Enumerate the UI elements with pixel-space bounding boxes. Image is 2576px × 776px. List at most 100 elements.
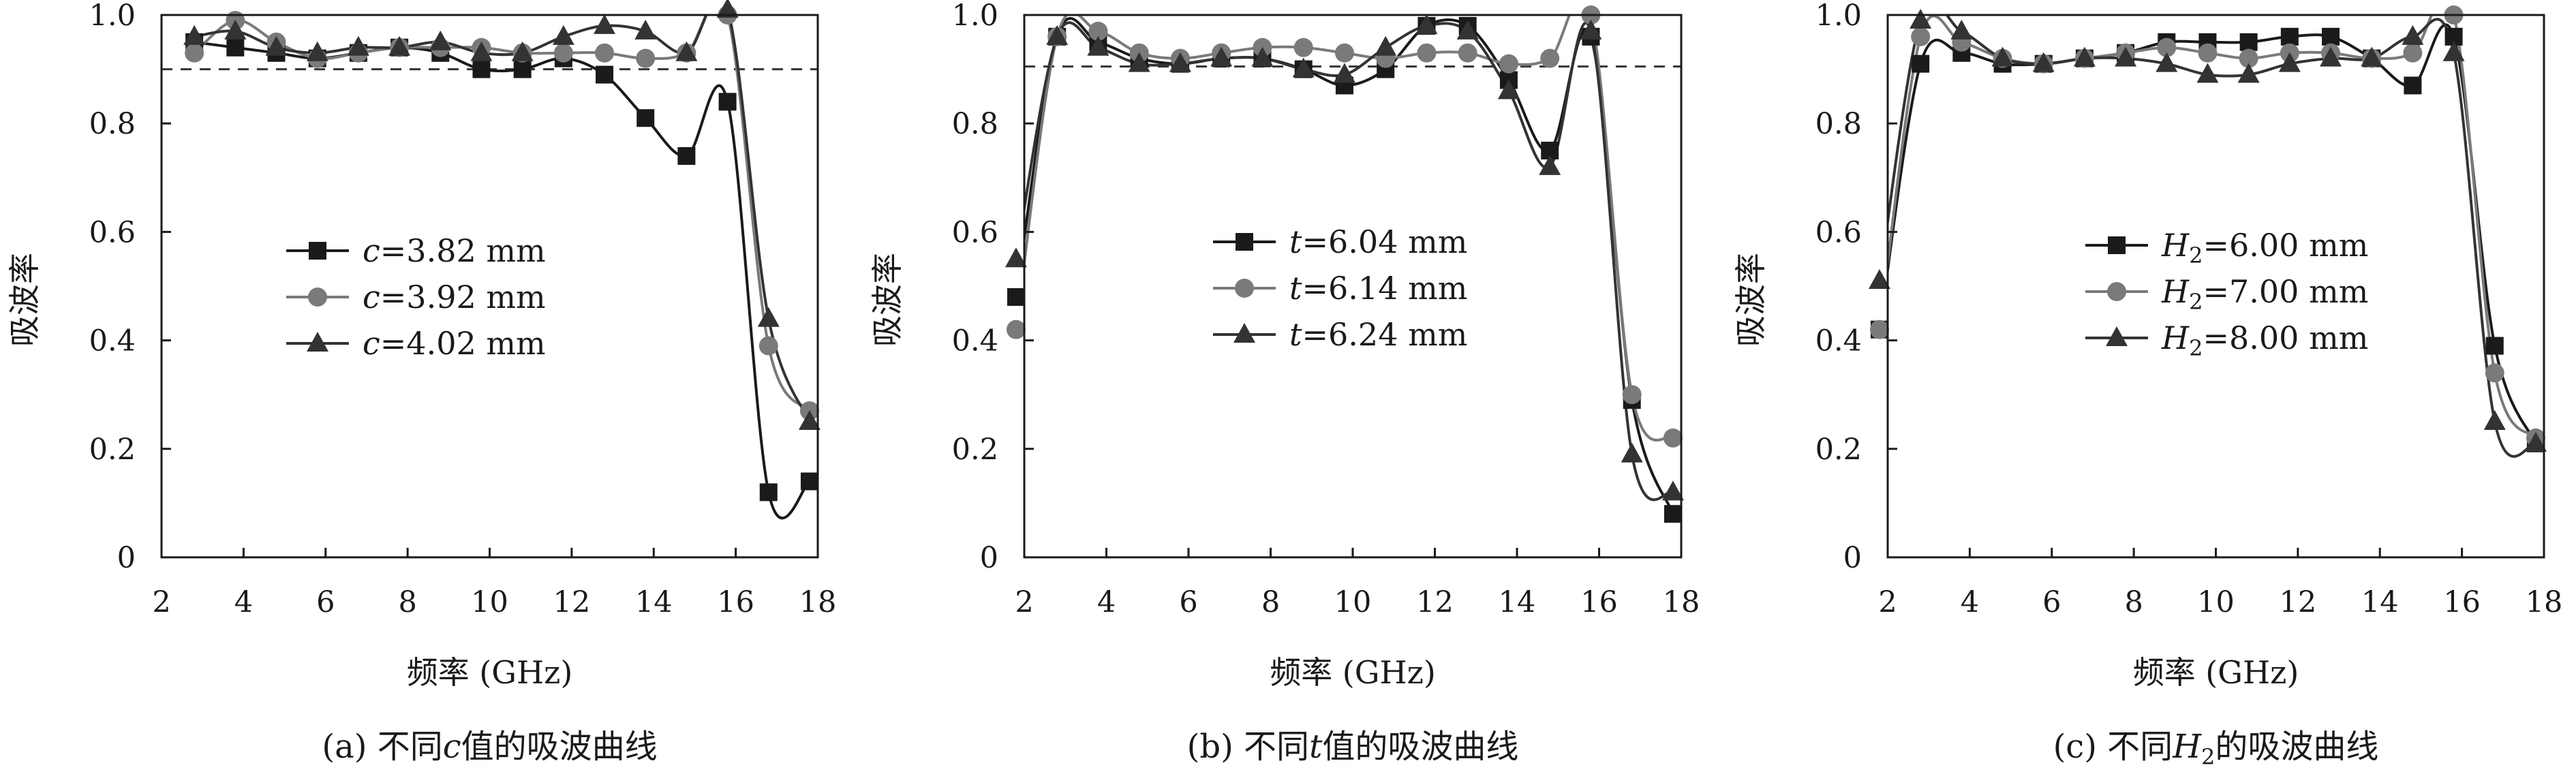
x-tick-label: 18 <box>1663 585 1700 619</box>
data-point-s1-7 <box>2157 37 2177 57</box>
data-point-s2-7 <box>2156 52 2178 72</box>
data-point-s2-10 <box>1415 14 1438 34</box>
x-tick-label: 16 <box>717 585 754 619</box>
x-tick-label: 14 <box>1499 585 1536 619</box>
x-tick-label: 8 <box>398 585 416 619</box>
data-point-s2-13 <box>1539 155 1561 175</box>
x-tick-label: 18 <box>799 585 837 619</box>
data-point-s0-10 <box>596 65 614 84</box>
legend-marker-0 <box>309 242 326 260</box>
data-point-s2-14 <box>757 307 780 327</box>
panel-caption: (c) 不同H2的吸波曲线 <box>2053 728 2379 770</box>
y-tick-label: 0.2 <box>1815 433 1862 467</box>
data-point-s2-8 <box>1333 63 1355 83</box>
caption-prefix: (b) 不同 <box>1187 728 1309 766</box>
data-point-s1-16 <box>1663 428 1683 448</box>
data-point-s1-15 <box>2485 363 2504 383</box>
caption-prefix: (a) 不同 <box>322 728 442 766</box>
data-point-s2-0 <box>1005 247 1027 268</box>
legend-label-0: t=6.04 mm <box>1289 223 1467 260</box>
data-point-s2-5 <box>2073 46 2096 67</box>
data-point-s1-10 <box>595 43 615 63</box>
data-point-s2-16 <box>1661 480 1684 501</box>
data-point-s2-10 <box>2278 52 2301 72</box>
legend-var: H <box>2161 227 2190 264</box>
data-point-s2-0 <box>1868 269 1890 290</box>
data-point-s1-12 <box>1499 54 1518 74</box>
data-point-s2-11 <box>2320 46 2342 67</box>
legend-var: t <box>1289 223 1302 260</box>
legend-var: t <box>1289 270 1302 307</box>
x-tick-label: 12 <box>553 585 591 619</box>
caption-sub: 2 <box>2201 744 2215 770</box>
legend-label-1: H2=7.00 mm <box>2161 273 2368 315</box>
y-tick-label: 0.6 <box>952 215 998 249</box>
y-tick-label: 0.4 <box>952 324 998 358</box>
legend-label-0: H2=6.00 mm <box>2161 227 2368 268</box>
legend-marker-0 <box>1236 233 1253 251</box>
y-tick-label: 0.8 <box>1815 107 1862 141</box>
x-tick-label: 6 <box>316 585 335 619</box>
y-tick-label: 0.2 <box>89 433 136 467</box>
x-tick-label: 6 <box>1179 585 1197 619</box>
legend-label-2: H2=8.00 mm <box>2161 320 2368 361</box>
legend-var: H <box>2161 320 2190 356</box>
x-tick-label: 12 <box>1416 585 1454 619</box>
legend-value: =6.00 mm <box>2203 227 2368 264</box>
legend-marker-0 <box>2108 236 2126 254</box>
data-point-s0-13 <box>2404 76 2422 95</box>
data-point-s2-2 <box>1087 35 1109 56</box>
y-tick-label: 1.0 <box>952 0 998 33</box>
legend-label-1: t=6.14 mm <box>1289 270 1467 307</box>
data-point-s1-15 <box>1622 385 1642 405</box>
data-point-s0-7 <box>472 60 491 78</box>
data-point-s1-0 <box>185 43 204 63</box>
data-point-s2-5 <box>1210 46 1233 67</box>
x-tick-label: 4 <box>1961 585 1979 619</box>
x-tick-label: 8 <box>2124 585 2143 619</box>
data-point-s1-7 <box>1293 37 1313 57</box>
y-tick-label: 0 <box>117 541 136 575</box>
data-point-s0-8 <box>513 60 532 78</box>
data-point-s2-1 <box>1910 8 1932 29</box>
data-point-s1-10 <box>1417 43 1437 63</box>
data-point-s0-15 <box>800 472 818 491</box>
data-point-s2-10 <box>594 14 616 34</box>
data-point-s0-0 <box>1007 288 1025 306</box>
data-point-s2-15 <box>2483 410 2506 430</box>
data-point-s2-6 <box>2115 46 2137 67</box>
data-point-s2-12 <box>1497 79 1520 99</box>
data-point-s2-7 <box>470 41 493 61</box>
x-axis-title: 频率 (GHz) <box>2133 654 2299 691</box>
data-point-s2-8 <box>2196 63 2219 83</box>
data-point-s0-16 <box>1663 505 1682 523</box>
data-point-s0-11 <box>637 109 655 127</box>
data-point-s2-13 <box>2402 25 2424 45</box>
data-point-s2-12 <box>2361 46 2383 67</box>
series-line-1 <box>1888 15 2537 439</box>
data-point-s2-7 <box>1292 57 1315 78</box>
data-point-s2-9 <box>2237 63 2260 83</box>
legend-sub: 2 <box>2189 289 2203 315</box>
data-point-s1-8 <box>2198 43 2218 63</box>
caption-suffix: 值的吸波曲线 <box>1322 728 1518 766</box>
caption-suffix: 值的吸波曲线 <box>461 728 658 766</box>
data-point-s2-1 <box>1046 25 1069 45</box>
data-point-s2-4 <box>1169 52 1191 72</box>
data-point-s0-1 <box>226 38 245 57</box>
x-tick-label: 2 <box>152 585 170 619</box>
x-tick-label: 16 <box>2443 585 2481 619</box>
legend-marker-2 <box>2106 326 2128 346</box>
legend-value: =3.92 mm <box>380 279 546 315</box>
data-point-s2-15 <box>1621 442 1643 463</box>
legend-marker-1 <box>2107 282 2126 301</box>
y-tick-label: 0.6 <box>1815 215 1862 249</box>
data-point-s2-9 <box>552 25 574 45</box>
legend-label-0: c=3.82 mm <box>363 232 546 269</box>
data-point-s2-3 <box>306 41 328 61</box>
data-point-s2-14 <box>2442 41 2465 61</box>
x-tick-label: 12 <box>2280 585 2317 619</box>
y-tick-label: 0.8 <box>952 107 998 141</box>
data-point-s1-13 <box>1540 48 1560 68</box>
